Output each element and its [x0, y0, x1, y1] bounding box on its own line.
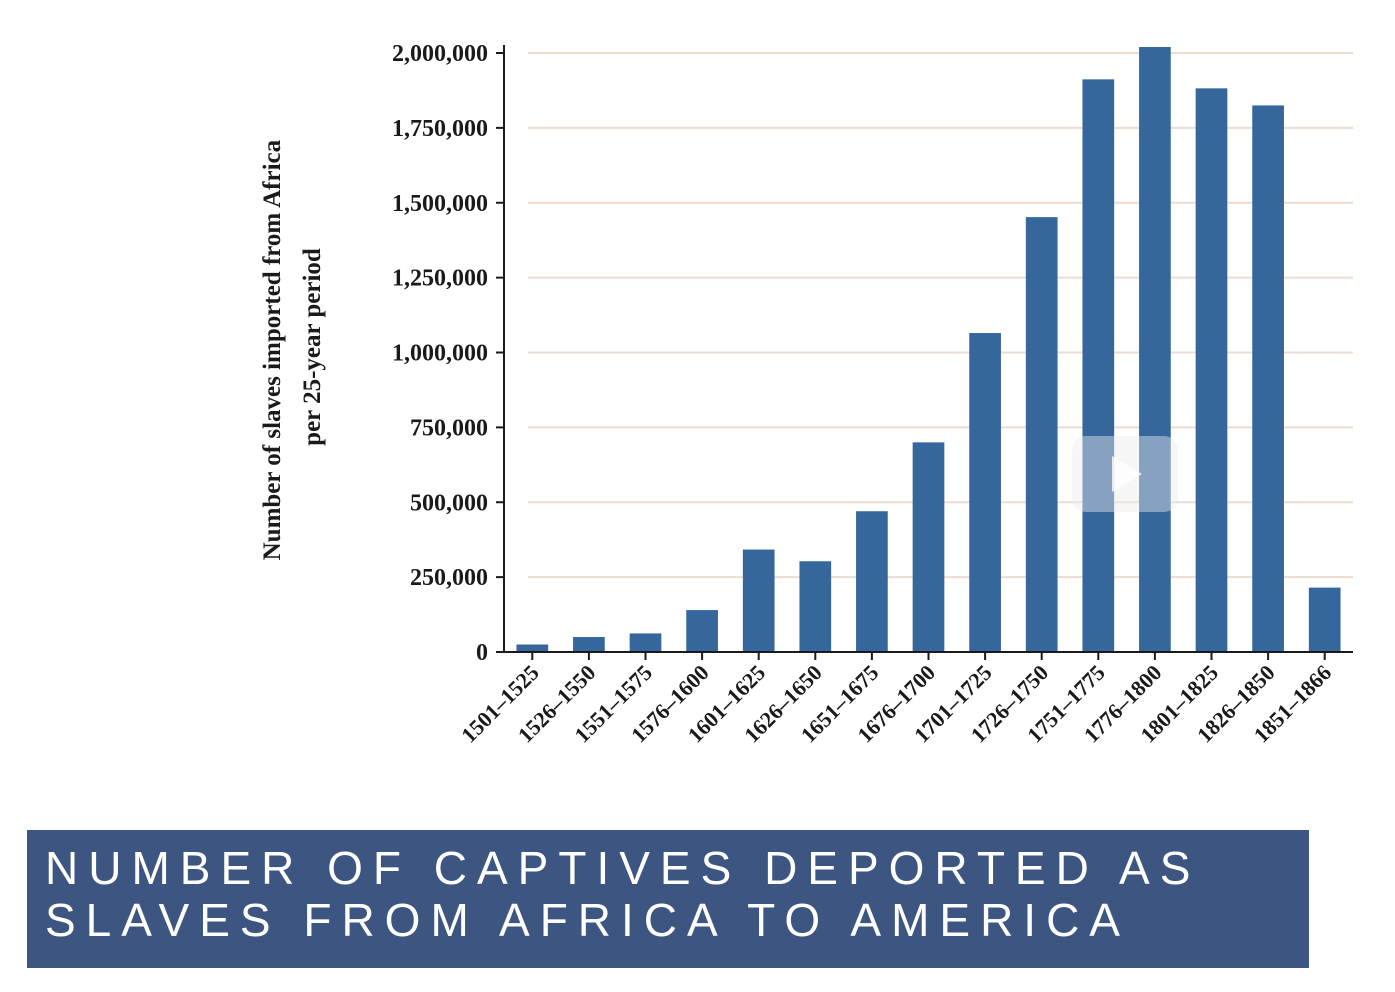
bar: [912, 442, 945, 652]
y-tick-label: 1,750,000: [392, 116, 488, 142]
bar: [1308, 587, 1341, 652]
caption-line-2: SLAVES FROM AFRICA TO AMERICA: [45, 894, 1130, 946]
bar-chart: 0 250,000 500,000 750,000 1,000,000 1,250,000…: [259, 41, 1353, 748]
y-tick-label: 500,000: [410, 490, 488, 516]
y-tick-label: 0: [476, 640, 488, 666]
y-tick-label: 2,000,000: [392, 41, 488, 67]
play-icon: [1112, 456, 1142, 492]
bar: [516, 644, 549, 652]
gridlines: [528, 52, 1353, 579]
bar: [629, 633, 662, 652]
play-button[interactable]: [1072, 436, 1178, 512]
caption-banner: NUMBER OF CAPTIVES DEPORTED AS SLAVES FR…: [27, 830, 1309, 968]
y-tick-label: 750,000: [410, 415, 488, 441]
y-axis-label-line-2: per 25-year period: [299, 248, 326, 446]
bar: [856, 511, 888, 652]
bar: [742, 549, 775, 652]
y-tick-label: 1,500,000: [392, 191, 488, 217]
bar: [686, 610, 718, 652]
bar: [1195, 88, 1228, 652]
y-tick-label: 1,250,000: [392, 266, 488, 292]
bar: [573, 637, 605, 652]
y-axis-label: Number of slaves imported from Africa pe…: [259, 134, 326, 561]
bar: [1082, 79, 1115, 652]
y-tick-label: 250,000: [410, 565, 488, 591]
caption-line-1: NUMBER OF CAPTIVES DEPORTED AS: [45, 842, 1201, 894]
bar: [1139, 47, 1171, 652]
y-tick-label: 1,000,000: [392, 341, 488, 367]
bar: [1025, 217, 1058, 652]
x-axis-ticks: 1501–15251526–15501551–15751576–16001601…: [456, 652, 1336, 748]
bar: [799, 561, 832, 652]
y-axis-ticks: 0 250,000 500,000 750,000 1,000,000 1,250,000…: [392, 41, 504, 666]
bars: [516, 47, 1341, 653]
y-axis-label-line-1: Number of slaves imported from Africa: [259, 139, 286, 560]
bar: [1252, 105, 1284, 653]
bar: [969, 333, 1001, 652]
